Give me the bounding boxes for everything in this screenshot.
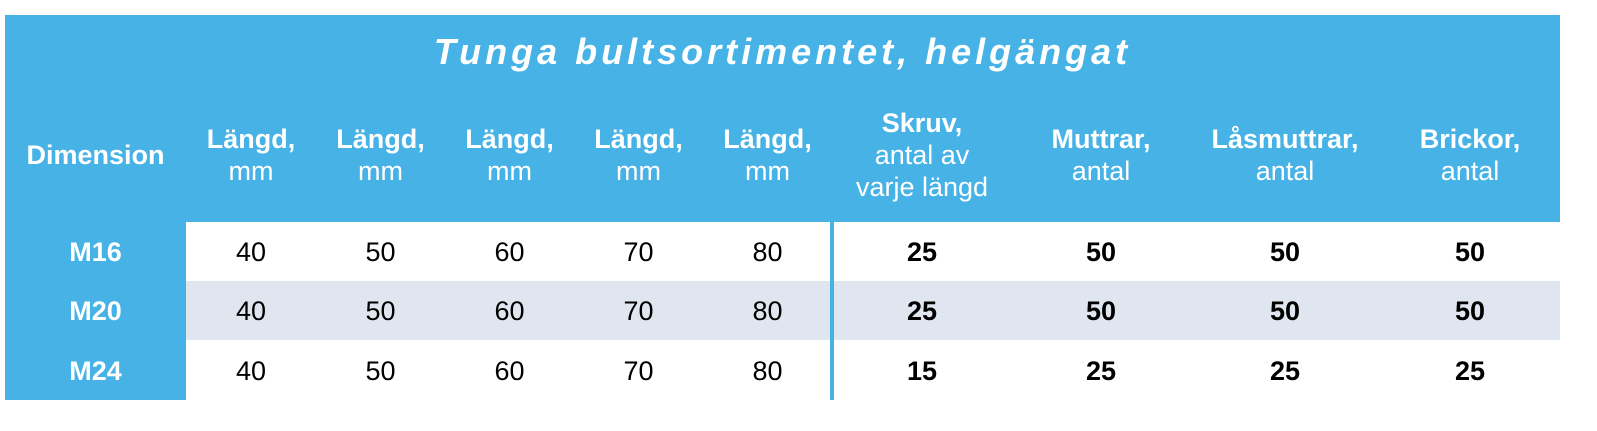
header-text: Längd,	[594, 124, 683, 154]
header-text: Längd,	[465, 124, 554, 154]
header-text: Längd,	[723, 124, 812, 154]
header-text: mm	[487, 156, 532, 186]
header-text: mm	[745, 156, 790, 186]
divider	[830, 222, 834, 400]
header-cell: Längd, mm	[703, 90, 832, 220]
table-cell: 25	[906, 236, 938, 267]
table-cell: 15	[906, 355, 938, 386]
table-cell: 50	[365, 355, 396, 386]
header-text: mm	[616, 156, 661, 186]
header-text: varje längd	[855, 172, 989, 202]
header-cell: Muttrar, antal	[1012, 90, 1190, 220]
row-label: M24	[69, 355, 122, 386]
table-cell: 80	[752, 355, 783, 386]
header-cell: Dimension	[5, 90, 186, 220]
table-cell: 50	[365, 236, 396, 267]
header-cell: Skruv, antal av varje längd	[832, 90, 1012, 220]
header-text: mm	[358, 156, 403, 186]
header-text: antal	[1255, 156, 1315, 186]
table-cell: 40	[235, 236, 267, 267]
table-cell: 25	[1454, 355, 1486, 386]
header-cell: Längd, mm	[574, 90, 703, 220]
dimension-column	[5, 222, 186, 400]
table-cell: 70	[623, 355, 654, 386]
header-text: Dimension	[26, 140, 165, 170]
table-cell: 50	[1454, 296, 1486, 326]
table-cell: 60	[494, 355, 525, 386]
row-label: M16	[69, 236, 122, 267]
header-cell: Längd, mm	[445, 90, 574, 220]
table-cell: 60	[494, 236, 525, 267]
header-text: antal av	[874, 140, 970, 170]
table-cell: 80	[752, 236, 783, 267]
table-cell: 25	[906, 296, 938, 326]
table-cell: 50	[1085, 236, 1117, 267]
table-cell: 50	[1085, 296, 1117, 326]
table-cell: 40	[235, 296, 267, 326]
table-cell: 25	[1269, 355, 1301, 386]
table-cell: 50	[1454, 236, 1486, 267]
header-text: Längd,	[336, 124, 425, 154]
header-text: antal	[1071, 156, 1131, 186]
header-text: antal	[1440, 156, 1500, 186]
table-cell: 50	[365, 296, 396, 326]
header-cell: Längd, mm	[186, 90, 316, 220]
row-label: M20	[69, 296, 122, 326]
table-cell: 40	[235, 355, 267, 386]
header-text: Muttrar,	[1051, 124, 1151, 154]
table-cell: 25	[1085, 355, 1117, 386]
header-text: mm	[228, 156, 274, 186]
table-cell: 50	[1269, 236, 1301, 267]
header-cell: Låsmuttrar, antal	[1190, 90, 1380, 220]
header-cell: Brickor, antal	[1380, 90, 1560, 220]
title: Tunga bultsortimentet, helgängat	[433, 31, 1132, 72]
table-cell: 60	[494, 296, 525, 326]
header-cell: Längd, mm	[316, 90, 445, 220]
table-cell: 70	[623, 296, 654, 326]
row-stripe	[186, 281, 1560, 340]
table-cell: 70	[623, 236, 654, 267]
header-text: Längd,	[206, 124, 296, 154]
table-cell: 80	[752, 296, 783, 326]
header-text: Skruv,	[881, 108, 963, 138]
header-text: Låsmuttrar,	[1211, 124, 1359, 154]
header-band	[5, 15, 1560, 222]
table-cell: 50	[1269, 296, 1301, 326]
header-text: Brickor,	[1419, 124, 1521, 154]
